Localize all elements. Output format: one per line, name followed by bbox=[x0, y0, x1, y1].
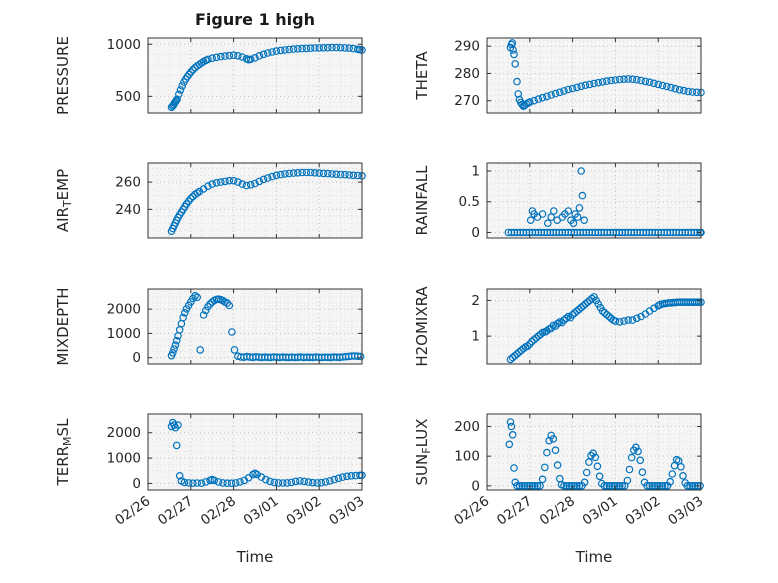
axis-ticks bbox=[486, 38, 702, 113]
data-points bbox=[167, 418, 366, 488]
data-points bbox=[506, 293, 705, 364]
data-points bbox=[504, 167, 705, 237]
x-axis-label: Time bbox=[575, 548, 613, 566]
axis-ticks bbox=[486, 289, 702, 364]
grid bbox=[148, 414, 362, 491]
figure-title: Figure 1 high bbox=[195, 10, 315, 29]
svg-text:270: 270 bbox=[454, 93, 480, 109]
plot-box bbox=[486, 288, 702, 365]
svg-text:240: 240 bbox=[115, 202, 141, 218]
y-axis-label: SUNFLUX bbox=[413, 419, 433, 486]
svg-text:2: 2 bbox=[471, 293, 480, 309]
data-points bbox=[167, 168, 366, 236]
data-points bbox=[506, 39, 705, 111]
svg-text:03/01: 03/01 bbox=[580, 493, 621, 528]
y-axis-label: PRESSURE bbox=[54, 36, 72, 115]
y-tick-labels: 0 1000 2000 bbox=[107, 425, 141, 492]
svg-text:03/01: 03/01 bbox=[241, 493, 282, 528]
svg-text:03/03: 03/03 bbox=[326, 493, 367, 528]
svg-text:100: 100 bbox=[454, 449, 480, 465]
axis-ticks bbox=[147, 163, 363, 238]
y-tick-labels: 00.51 bbox=[459, 163, 480, 240]
svg-text:02/27: 02/27 bbox=[494, 493, 535, 528]
y-tick-labels: 0 1000 2000 bbox=[107, 302, 141, 367]
svg-text:500: 500 bbox=[115, 89, 141, 105]
svg-text:1000: 1000 bbox=[107, 451, 141, 467]
y-axis-label: RAINFALL bbox=[413, 165, 431, 236]
plot-box bbox=[486, 413, 702, 491]
axis-ticks bbox=[486, 414, 702, 490]
y-axis-label: MIXDEPTH bbox=[54, 287, 72, 365]
axis-ticks bbox=[486, 163, 702, 238]
y-axis-label: TERRMSL bbox=[54, 418, 74, 487]
x-axis-label: Time bbox=[236, 548, 274, 566]
svg-text:03/03: 03/03 bbox=[665, 493, 706, 528]
y-tick-labels: 0 100 200 bbox=[454, 419, 480, 494]
subplot-sun_flux: 0 100 200 02/26 02/27 02/28 03/01 03/02 03/03 SUN… bbox=[413, 413, 706, 529]
plot-box bbox=[147, 413, 363, 491]
svg-text:0: 0 bbox=[471, 225, 480, 241]
svg-text:02/28: 02/28 bbox=[537, 493, 578, 528]
subplot-terr_msl: 0 1000 2000 02/26 02/27 02/28 03/01 03/02 03/03 T… bbox=[54, 413, 367, 529]
svg-text:02/27: 02/27 bbox=[155, 493, 196, 528]
axis-ticks bbox=[147, 38, 363, 113]
svg-text:2000: 2000 bbox=[107, 425, 141, 441]
data-points bbox=[505, 418, 704, 490]
subplot-mixdepth: 0 1000 2000 MIXDEPTH bbox=[54, 287, 365, 367]
svg-text:1000: 1000 bbox=[107, 326, 141, 342]
svg-text:260: 260 bbox=[115, 175, 141, 191]
x-tick-labels: 02/26 02/27 02/28 03/01 03/02 03/03 bbox=[112, 493, 367, 528]
svg-text:0: 0 bbox=[132, 476, 141, 492]
y-tick-labels: 500 1000 bbox=[107, 37, 141, 105]
axis-ticks bbox=[147, 414, 363, 490]
plot-box bbox=[147, 37, 363, 114]
svg-text:1000: 1000 bbox=[107, 37, 141, 53]
grid bbox=[487, 414, 701, 490]
svg-text:02/26: 02/26 bbox=[112, 493, 153, 528]
svg-text:02/26: 02/26 bbox=[451, 493, 492, 528]
plot-box bbox=[486, 37, 702, 114]
subplot-air_temp: 240 260 AIRTEMP bbox=[54, 162, 366, 239]
svg-text:1: 1 bbox=[471, 163, 480, 179]
plot-background bbox=[148, 163, 362, 238]
y-tick-labels: 12 bbox=[471, 293, 480, 345]
svg-text:200: 200 bbox=[454, 419, 480, 435]
grid bbox=[487, 163, 701, 238]
svg-text:280: 280 bbox=[454, 66, 480, 82]
plot-box bbox=[147, 288, 363, 365]
y-tick-labels: 270 280 290 bbox=[454, 39, 480, 110]
svg-text:03/02: 03/02 bbox=[622, 493, 663, 528]
grid bbox=[487, 38, 701, 113]
svg-text:03/02: 03/02 bbox=[283, 493, 324, 528]
plot-box bbox=[486, 162, 702, 239]
subplot-theta: 270 280 290 THETA bbox=[413, 37, 705, 114]
y-axis-label: THETA bbox=[413, 51, 431, 101]
svg-text:0.5: 0.5 bbox=[459, 194, 480, 210]
svg-text:290: 290 bbox=[454, 39, 480, 55]
data-points bbox=[167, 291, 365, 362]
axis-ticks bbox=[147, 289, 363, 364]
data-points bbox=[167, 43, 366, 112]
svg-text:02/28: 02/28 bbox=[198, 493, 239, 528]
subplot-pressure: 500 1000 PRESSURE bbox=[54, 36, 366, 115]
y-axis-label: AIRTEMP bbox=[54, 169, 74, 232]
x-tick-labels: 02/26 02/27 02/28 03/01 03/02 03/03 bbox=[451, 493, 706, 528]
plot-box bbox=[147, 162, 363, 239]
svg-text:0: 0 bbox=[471, 478, 480, 494]
y-axis-label: H2OMIXRA bbox=[413, 286, 431, 367]
plot-background bbox=[487, 38, 701, 113]
svg-text:2000: 2000 bbox=[107, 302, 141, 318]
svg-text:0: 0 bbox=[132, 350, 141, 366]
svg-text:1: 1 bbox=[471, 329, 480, 345]
y-tick-labels: 240 260 bbox=[115, 175, 141, 218]
